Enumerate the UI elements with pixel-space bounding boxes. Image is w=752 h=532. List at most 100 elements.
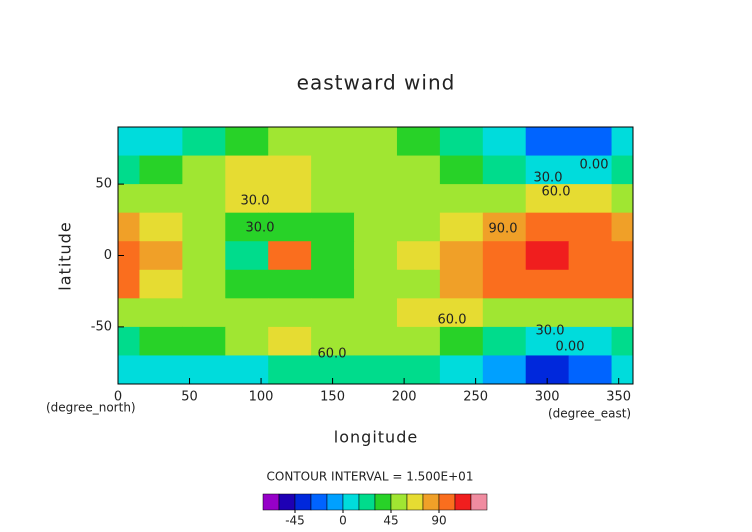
cell bbox=[354, 184, 398, 214]
cell bbox=[396, 326, 441, 356]
cell bbox=[525, 184, 570, 214]
cell bbox=[439, 326, 484, 356]
cell bbox=[268, 326, 312, 356]
cell bbox=[568, 269, 613, 299]
cell bbox=[311, 298, 355, 328]
cell bbox=[139, 212, 183, 242]
colorbar-box bbox=[310, 493, 328, 511]
x-tick-label: 50 bbox=[181, 390, 198, 405]
cell bbox=[182, 184, 226, 214]
cell bbox=[139, 127, 183, 157]
cell bbox=[439, 241, 484, 271]
cell bbox=[225, 355, 269, 385]
x-axis-label: longitude bbox=[334, 428, 418, 447]
cell bbox=[354, 269, 398, 299]
cell bbox=[118, 127, 140, 157]
cell bbox=[225, 184, 269, 214]
cell bbox=[139, 155, 183, 185]
colorbar-tick-label: 45 bbox=[383, 514, 398, 528]
cell bbox=[396, 355, 441, 385]
cell bbox=[482, 155, 527, 185]
contour-label: 0.00 bbox=[580, 158, 609, 173]
cell bbox=[611, 155, 634, 185]
cell bbox=[482, 298, 527, 328]
cell bbox=[525, 155, 570, 185]
cell bbox=[568, 241, 613, 271]
cell bbox=[139, 269, 183, 299]
y-tick-label: 50 bbox=[95, 177, 112, 192]
cell bbox=[611, 355, 634, 385]
cell bbox=[268, 184, 312, 214]
colorbar-tick-label: 0 bbox=[339, 514, 347, 528]
cell bbox=[482, 127, 527, 157]
colorbar-box bbox=[294, 493, 312, 511]
cell bbox=[482, 212, 527, 242]
cell bbox=[482, 241, 527, 271]
cell bbox=[268, 298, 312, 328]
colorbar-tick-label: -45 bbox=[285, 514, 305, 528]
x-tick-label: 0 bbox=[114, 390, 122, 405]
cell bbox=[118, 155, 140, 185]
contour-label: 60.0 bbox=[318, 347, 347, 362]
cell bbox=[268, 127, 312, 157]
cell bbox=[568, 326, 613, 356]
x-tick-label: 150 bbox=[320, 390, 345, 405]
cell bbox=[182, 355, 226, 385]
colorbar-box bbox=[454, 493, 472, 511]
cell bbox=[396, 269, 441, 299]
contour-label: 30.0 bbox=[534, 171, 563, 186]
cell bbox=[311, 241, 355, 271]
cell bbox=[482, 355, 527, 385]
cell bbox=[182, 212, 226, 242]
cell bbox=[439, 355, 484, 385]
cell bbox=[396, 127, 441, 157]
colorbar-tick-label: 90 bbox=[431, 514, 446, 528]
cell bbox=[568, 184, 613, 214]
cell bbox=[311, 127, 355, 157]
cell bbox=[396, 184, 441, 214]
colorbar-box bbox=[326, 493, 344, 511]
cell bbox=[482, 184, 527, 214]
contour-label: 90.0 bbox=[489, 222, 518, 237]
cell bbox=[118, 212, 140, 242]
cell bbox=[482, 269, 527, 299]
cell bbox=[354, 355, 398, 385]
cell bbox=[311, 326, 355, 356]
colorbar-box bbox=[342, 493, 360, 511]
cell bbox=[525, 269, 570, 299]
cell bbox=[139, 298, 183, 328]
cell bbox=[118, 326, 140, 356]
cell bbox=[439, 184, 484, 214]
contour-label: 0.00 bbox=[556, 340, 585, 355]
cell bbox=[182, 269, 226, 299]
cell bbox=[354, 127, 398, 157]
cell bbox=[396, 298, 441, 328]
cell bbox=[611, 298, 634, 328]
contour-note: CONTOUR INTERVAL = 1.500E+01 bbox=[267, 470, 474, 484]
cell bbox=[354, 212, 398, 242]
cell bbox=[268, 241, 312, 271]
x-tick-label: 250 bbox=[463, 390, 488, 405]
cell bbox=[525, 127, 570, 157]
cell bbox=[439, 298, 484, 328]
cell bbox=[139, 326, 183, 356]
colorbar-box bbox=[438, 493, 456, 511]
cell bbox=[525, 241, 570, 271]
cell bbox=[354, 298, 398, 328]
cell bbox=[354, 241, 398, 271]
cell bbox=[139, 241, 183, 271]
cell bbox=[611, 212, 634, 242]
contour-label: 30.0 bbox=[536, 324, 565, 339]
cell bbox=[354, 155, 398, 185]
cell bbox=[439, 127, 484, 157]
cell bbox=[118, 184, 140, 214]
cell bbox=[439, 212, 484, 242]
cell bbox=[225, 127, 269, 157]
x-tick-label: 200 bbox=[392, 390, 417, 405]
x-tick-label: 350 bbox=[606, 390, 631, 405]
cell bbox=[525, 298, 570, 328]
contour-label: 60.0 bbox=[542, 185, 571, 200]
cell bbox=[225, 298, 269, 328]
cell bbox=[268, 212, 312, 242]
contour-label: 30.0 bbox=[241, 194, 270, 209]
